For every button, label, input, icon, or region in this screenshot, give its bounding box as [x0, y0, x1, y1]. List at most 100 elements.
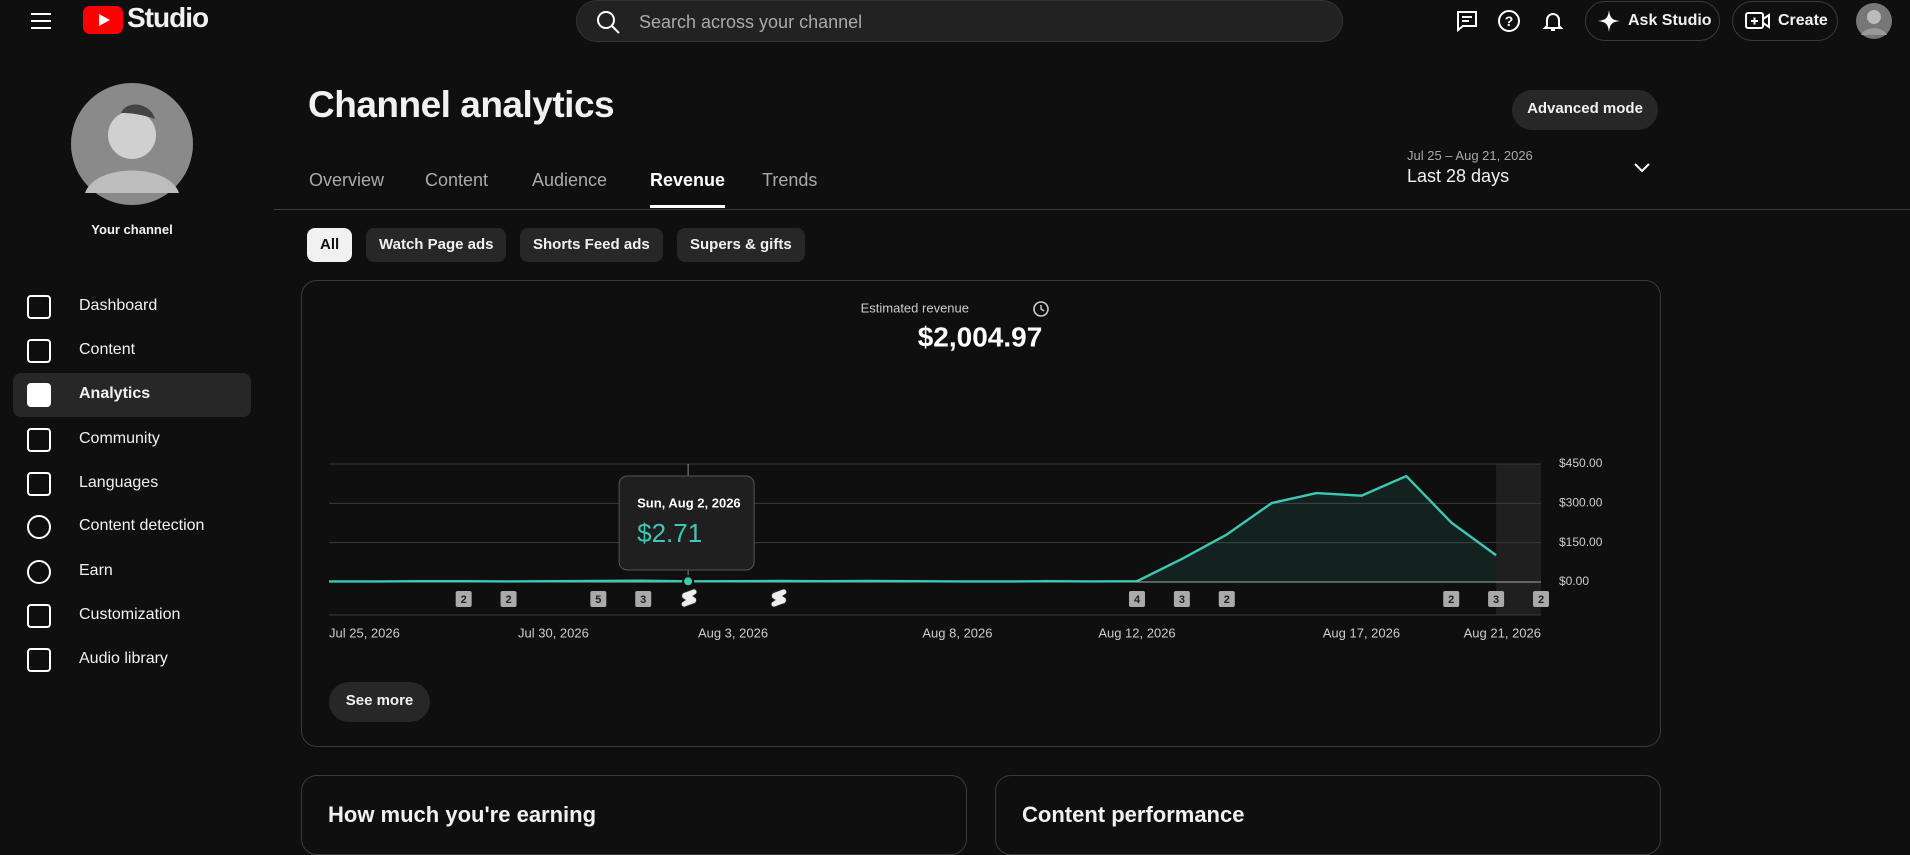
nav-item[interactable]: Content [79, 341, 136, 358]
info-card: Content performance [995, 775, 1661, 855]
tooltip-value: $2.71 [637, 518, 702, 548]
search-box[interactable]: Search across your channel [576, 0, 1343, 42]
create-label: Create [1778, 12, 1828, 29]
publish-marker [1443, 591, 1460, 607]
logo-text[interactable]: Studio [127, 2, 209, 33]
y-tick-label: $150.00 [1559, 535, 1603, 549]
x-tick-label: Aug 8, 2026 [922, 625, 992, 640]
account-avatar[interactable] [1856, 3, 1892, 39]
tab[interactable]: Trends [762, 170, 818, 190]
tab[interactable]: Overview [309, 170, 385, 190]
nav-icon[interactable] [27, 339, 51, 363]
tab[interactable]: Audience [532, 170, 608, 190]
x-tick-label: Aug 3, 2026 [698, 625, 768, 640]
nav-icon[interactable] [27, 515, 51, 539]
hover-point [682, 575, 695, 588]
filter-chip[interactable]: Watch Page ads [366, 228, 507, 262]
publish-count: 3 [640, 594, 646, 606]
notifications-icon[interactable] [1541, 9, 1565, 33]
nav-icon[interactable] [27, 560, 51, 584]
date-range[interactable]: Jul 25 – Aug 21, 2026 [1407, 148, 1533, 163]
chart-card: Estimated revenue $2,004.97 $0.00 $150.00… [301, 280, 1661, 747]
shorts-marker [770, 588, 788, 608]
publish-marker [1218, 591, 1235, 607]
publish-count: 2 [1224, 594, 1230, 606]
nav-item[interactable]: Customization [79, 606, 181, 623]
nav-item[interactable]: Analytics [79, 385, 151, 402]
x-tick-label: Aug 12, 2026 [1098, 625, 1175, 640]
publish-count: 3 [1493, 594, 1499, 606]
area-fill [329, 476, 1497, 582]
tooltip-date: Sun, Aug 2, 2026 [637, 495, 741, 510]
sparkle-icon [1598, 10, 1620, 32]
menu-icon[interactable] [30, 10, 52, 32]
chart-title: Estimated revenue [861, 300, 969, 315]
logo-icon[interactable] [83, 6, 123, 34]
channel-avatar[interactable] [71, 83, 193, 205]
chart-total: $2,004.97 [918, 321, 1043, 352]
y-tick-label: $450.00 [1559, 456, 1603, 470]
page: { "header": {"logo": "Studio", "search_p… [13, 0, 1910, 855]
ask-studio-label: Ask Studio [1628, 12, 1712, 29]
info-card-title: Content performance [1022, 802, 1245, 827]
dropdown-icon[interactable] [1632, 161, 1652, 175]
filter-chip[interactable]: Shorts Feed ads [520, 228, 663, 262]
tabs-divider [274, 209, 1910, 210]
chart: Estimated revenue $2,004.97 $0.00 $150.00… [329, 300, 1603, 640]
revenue-line [329, 474, 1497, 583]
advanced-mode-button[interactable]: Advanced mode [1512, 90, 1658, 130]
feedback-icon[interactable] [1455, 9, 1479, 33]
filter-chip[interactable]: All [307, 228, 353, 262]
nav-icon[interactable] [27, 648, 51, 672]
nav-icon[interactable] [27, 295, 51, 319]
search-placeholder: Search across your channel [639, 12, 863, 32]
publish-count: 2 [505, 594, 511, 606]
filter-chip[interactable]: Supers & gifts [677, 228, 805, 262]
nav-item[interactable]: Earn [79, 562, 113, 579]
create-button[interactable]: Create [1732, 1, 1838, 41]
tab[interactable]: Content [425, 170, 489, 190]
nav-icon[interactable] [27, 383, 51, 407]
nav-icon[interactable] [27, 428, 51, 452]
x-tick-label: Aug 17, 2026 [1323, 625, 1400, 640]
publish-marker [1129, 591, 1145, 607]
x-tick-label: Aug 21, 2026 [1464, 625, 1541, 640]
nav-item[interactable]: Audio library [79, 650, 168, 667]
channel-label: Your channel [91, 222, 173, 237]
help-icon[interactable]: ? [1497, 9, 1521, 33]
publish-marker [590, 591, 607, 607]
info-card: How much you're earning [301, 775, 967, 855]
incomplete-region [1496, 464, 1541, 615]
nav-icon[interactable] [27, 472, 51, 496]
tab-underline [650, 205, 725, 208]
period[interactable]: Last 28 days [1407, 166, 1510, 186]
info-card-title: How much you're earning [328, 802, 597, 827]
publish-marker [500, 591, 517, 607]
publish-count: 5 [595, 594, 601, 606]
nav-item[interactable]: Languages [79, 474, 159, 491]
x-tick-label: Jul 30, 2026 [518, 625, 589, 640]
page-title: Channel analytics [308, 84, 615, 125]
nav-item[interactable]: Community [79, 430, 160, 447]
shorts-marker [680, 588, 698, 608]
publish-marker [1173, 591, 1190, 607]
tab[interactable]: Revenue [650, 170, 726, 190]
nav-item[interactable]: Dashboard [79, 297, 158, 314]
clock-icon [1033, 301, 1049, 317]
y-tick-label: $300.00 [1559, 496, 1603, 510]
tooltip-box [618, 475, 755, 571]
nav-icon[interactable] [27, 604, 51, 628]
x-tick-label: Jul 25, 2026 [329, 625, 400, 640]
create-icon [1745, 12, 1770, 29]
nav-highlight [13, 373, 251, 417]
nav-item[interactable]: Content detection [79, 517, 205, 534]
ask-studio-button[interactable]: Ask Studio [1585, 1, 1720, 41]
see-more-button[interactable]: See more [329, 682, 430, 722]
publish-marker [1488, 591, 1505, 607]
publish-marker [455, 591, 472, 607]
publish-count: 2 [461, 594, 467, 606]
publish-marker [1533, 591, 1549, 607]
svg-text:?: ? [1505, 13, 1514, 29]
publish-marker [635, 591, 652, 607]
body: Studio Search across your channel ? Ask … [13, 0, 1910, 855]
